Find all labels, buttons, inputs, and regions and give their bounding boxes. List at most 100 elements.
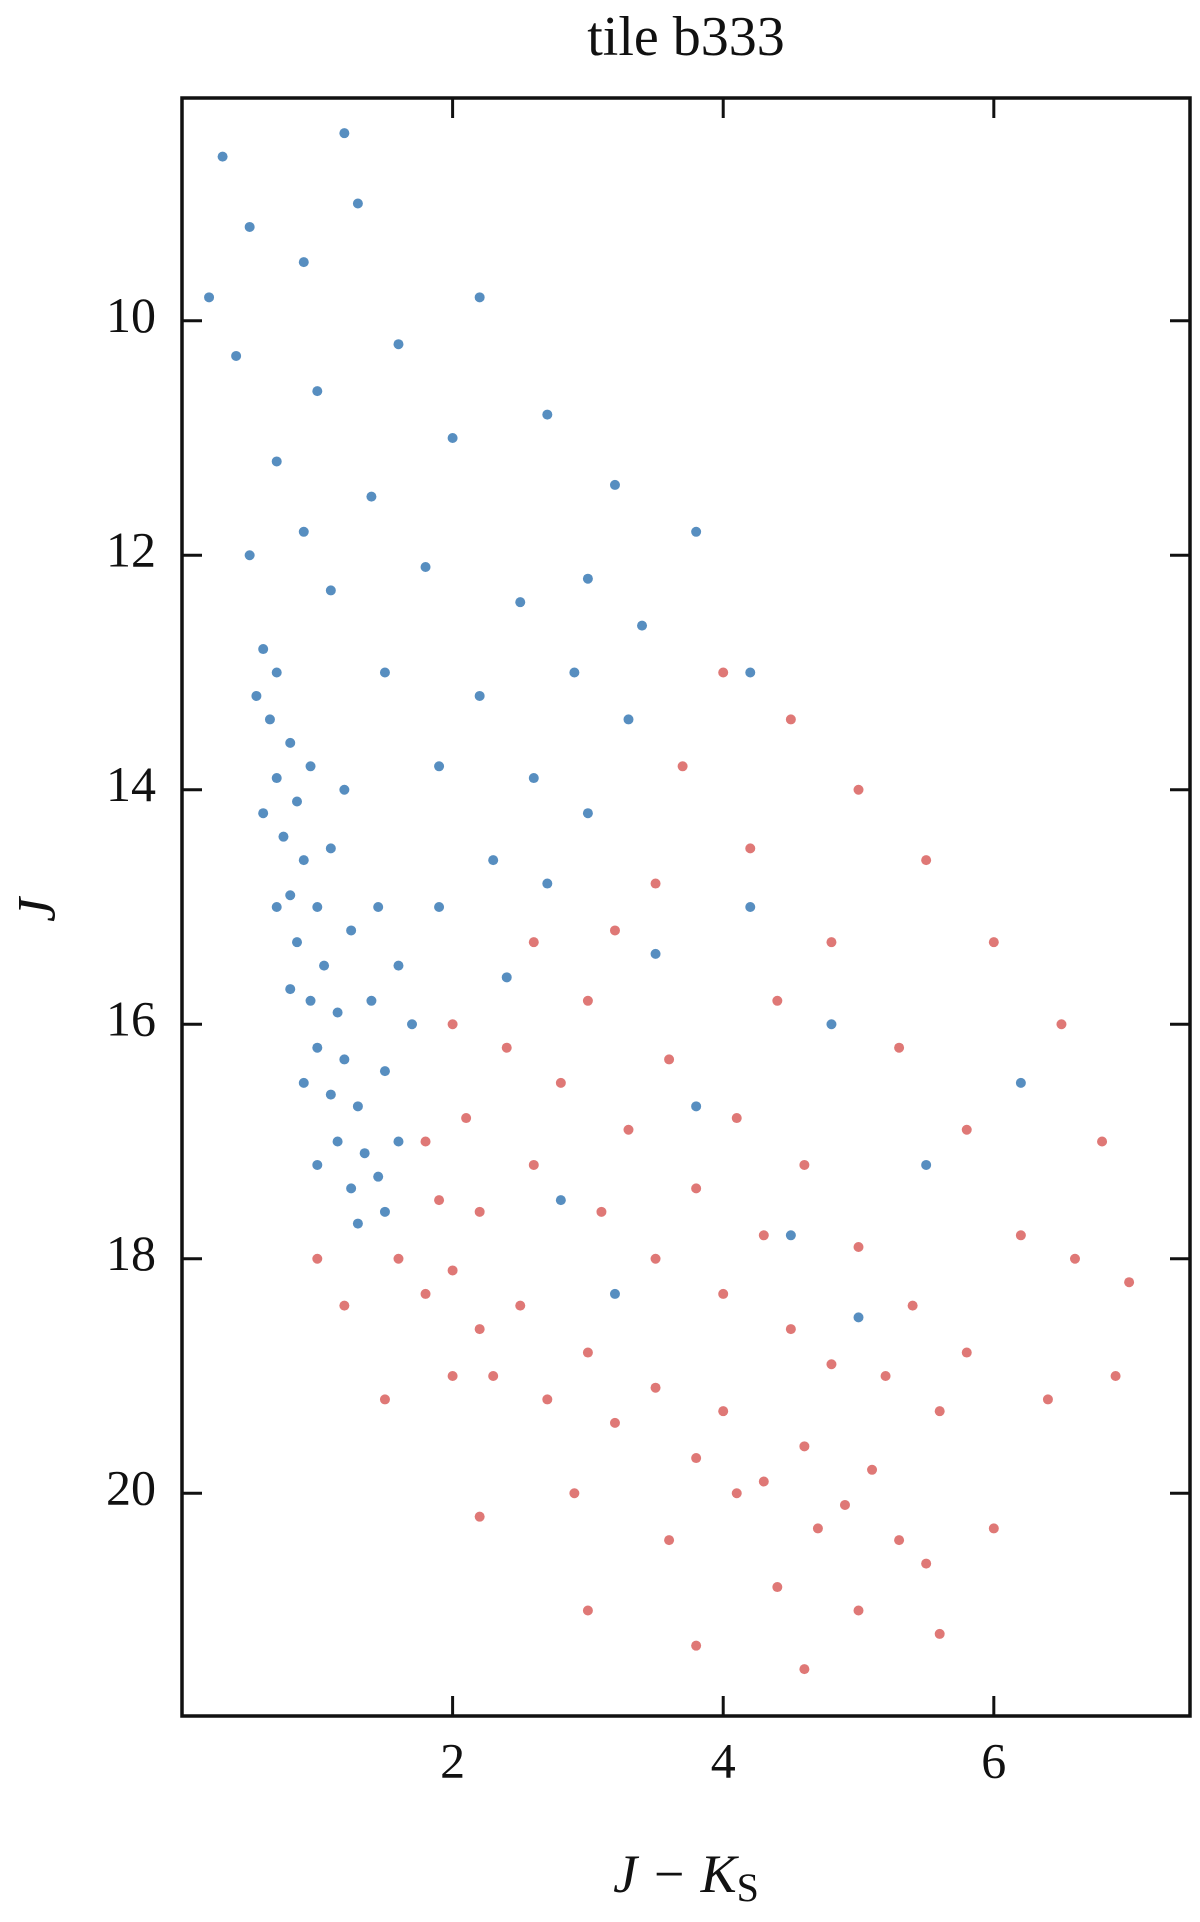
- point: [826, 937, 837, 948]
- point: [691, 526, 702, 537]
- point: [352, 198, 363, 209]
- point: [271, 456, 282, 467]
- y-tick-label: 14: [106, 756, 156, 812]
- point: [474, 1511, 485, 1522]
- point: [718, 667, 729, 678]
- point: [623, 714, 634, 725]
- point: [1097, 1136, 1108, 1147]
- point: [650, 1382, 661, 1393]
- point: [379, 1066, 390, 1077]
- point: [907, 1300, 918, 1311]
- point: [880, 1370, 891, 1381]
- point: [285, 890, 296, 901]
- point: [373, 902, 384, 912]
- point: [853, 1242, 864, 1253]
- point: [1015, 1077, 1026, 1088]
- point: [650, 948, 661, 959]
- point: [582, 995, 593, 1006]
- point: [339, 1054, 350, 1065]
- point: [867, 1464, 878, 1475]
- point: [474, 1206, 485, 1217]
- point: [332, 1007, 343, 1018]
- y-tick-label: 20: [106, 1460, 156, 1516]
- axes-layer: 2 4 6 10 12 14 16 18 20: [106, 96, 1192, 1788]
- point: [515, 597, 526, 608]
- point: [745, 667, 756, 678]
- point: [528, 1159, 539, 1170]
- point: [434, 902, 445, 912]
- point: [325, 1089, 336, 1100]
- point: [393, 339, 404, 350]
- point: [373, 1171, 384, 1182]
- point: [555, 1195, 566, 1206]
- point: [1069, 1253, 1080, 1264]
- point: [528, 773, 539, 784]
- point: [258, 808, 269, 819]
- point: [325, 843, 336, 854]
- point: [474, 292, 485, 303]
- point: [596, 1206, 607, 1217]
- chart-title: tile b333: [587, 6, 785, 68]
- point: [1056, 1019, 1067, 1030]
- point: [305, 761, 316, 772]
- point: [894, 1042, 905, 1053]
- point: [664, 1535, 675, 1546]
- point: [569, 667, 580, 678]
- x-axis-label: J − KS: [613, 1844, 759, 1910]
- x-tick-label: 2: [440, 1732, 465, 1788]
- plot-frame: [180, 96, 1192, 1718]
- point: [853, 1312, 864, 1323]
- point: [555, 1077, 566, 1088]
- point: [799, 1441, 810, 1452]
- point: [204, 292, 215, 303]
- point: [434, 761, 445, 772]
- point: [488, 855, 499, 866]
- point: [515, 1300, 526, 1311]
- point: [379, 1206, 390, 1217]
- point: [542, 409, 553, 420]
- point: [339, 1300, 350, 1311]
- point: [718, 1406, 729, 1417]
- point: [339, 784, 350, 795]
- point: [393, 1136, 404, 1147]
- point: [785, 1230, 796, 1241]
- point: [366, 491, 377, 502]
- point: [217, 151, 228, 162]
- point: [691, 1183, 702, 1194]
- point: [346, 925, 357, 936]
- point: [352, 1101, 363, 1112]
- point: [393, 1253, 404, 1264]
- point: [501, 1042, 512, 1053]
- point: [244, 221, 255, 232]
- point: [650, 878, 661, 889]
- point: [339, 128, 350, 139]
- point: [244, 550, 255, 561]
- point: [359, 1148, 370, 1159]
- point: [501, 972, 512, 983]
- point: [988, 1523, 999, 1534]
- point: [420, 561, 431, 572]
- point: [582, 1347, 593, 1358]
- point: [853, 1605, 864, 1616]
- points-layer: [204, 128, 1135, 1675]
- point: [691, 1453, 702, 1464]
- point: [542, 1394, 553, 1405]
- point: [352, 1218, 363, 1229]
- y-tick-label: 12: [106, 522, 156, 578]
- point: [853, 784, 864, 795]
- point: [921, 1558, 932, 1569]
- point: [298, 855, 309, 866]
- point: [292, 937, 303, 948]
- point: [305, 995, 316, 1006]
- point: [609, 1417, 620, 1428]
- point: [691, 1101, 702, 1112]
- point: [325, 585, 336, 596]
- point: [839, 1499, 850, 1510]
- point: [488, 1370, 499, 1381]
- point: [264, 714, 275, 725]
- point: [745, 902, 756, 912]
- point: [677, 761, 688, 772]
- point: [447, 433, 458, 444]
- point: [271, 902, 282, 912]
